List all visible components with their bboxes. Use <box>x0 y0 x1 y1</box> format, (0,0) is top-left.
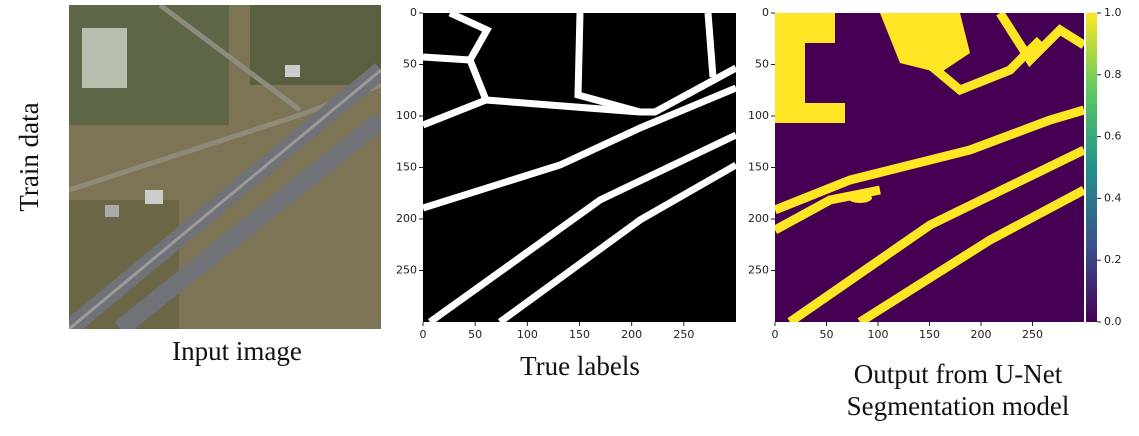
colorbar <box>1086 13 1097 322</box>
y-tick-label: 250 <box>748 264 769 277</box>
row-label: Train data <box>14 102 44 211</box>
y-tick-label: 50 <box>755 58 769 71</box>
y-tick-label: 0 <box>410 6 417 19</box>
y-tick-label: 150 <box>748 161 769 174</box>
colorbar-tick-label: 0.8 <box>1104 68 1122 81</box>
x-tick-label: 100 <box>517 328 538 341</box>
x-tick-label: 150 <box>919 328 940 341</box>
y-tick-label: 200 <box>396 212 417 225</box>
y-tick-label: 100 <box>748 109 769 122</box>
colorbar-tick-label: 0.6 <box>1104 130 1122 143</box>
figure: Train data <box>0 0 1139 436</box>
colorbar-tick-label: 0.4 <box>1104 191 1122 204</box>
x-tick-label: 150 <box>569 328 590 341</box>
x-tick-label: 250 <box>1022 328 1043 341</box>
x-tick-label: 250 <box>673 328 694 341</box>
colorbar-tick-label: 0.2 <box>1104 253 1122 266</box>
label-image <box>423 13 736 322</box>
y-tick-label: 200 <box>748 212 769 225</box>
caption: Input image <box>172 336 302 366</box>
x-tick-label: 0 <box>420 328 427 341</box>
caption: Segmentation model <box>847 391 1070 421</box>
input-image <box>69 5 381 329</box>
x-tick-label: 50 <box>468 328 482 341</box>
output-image <box>775 13 1084 322</box>
y-tick-label: 50 <box>403 58 417 71</box>
caption: Output from U-Net <box>854 359 1063 389</box>
caption: True labels <box>520 351 640 381</box>
x-tick-label: 0 <box>772 328 779 341</box>
x-tick-label: 200 <box>971 328 992 341</box>
colorbar-tick-label: 1.0 <box>1104 6 1122 19</box>
y-tick-label: 0 <box>762 6 769 19</box>
y-tick-label: 100 <box>396 109 417 122</box>
y-tick-label: 250 <box>396 264 417 277</box>
x-tick-label: 200 <box>621 328 642 341</box>
colorbar-tick-label: 0.0 <box>1104 315 1122 328</box>
y-tick-label: 150 <box>396 161 417 174</box>
x-tick-label: 100 <box>868 328 889 341</box>
x-tick-label: 50 <box>820 328 834 341</box>
